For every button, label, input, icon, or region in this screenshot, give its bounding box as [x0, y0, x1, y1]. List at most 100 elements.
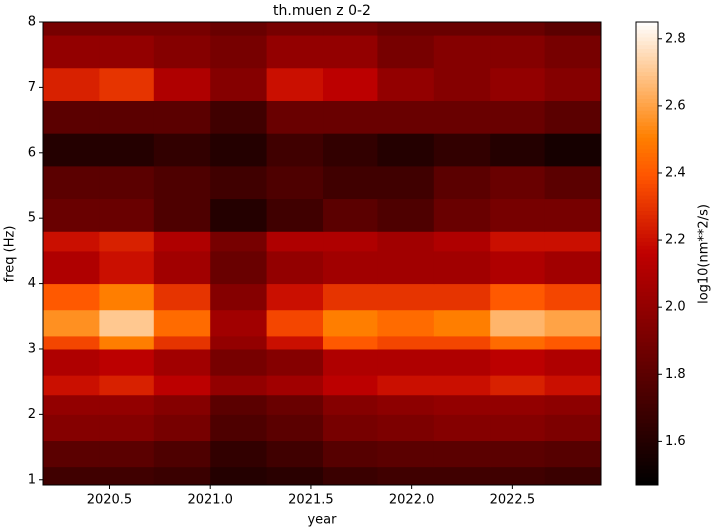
heat-cell [490, 414, 546, 442]
colorbar-step [636, 292, 658, 297]
colorbar-step [636, 126, 658, 131]
heat-cell [153, 466, 211, 486]
heat-cell [43, 348, 100, 376]
heat-cell [99, 283, 155, 311]
heat-cell [323, 440, 378, 468]
heat-cell [433, 440, 491, 468]
colorbar-step [636, 211, 658, 216]
colorbar-step [636, 122, 658, 127]
heat-cell [433, 35, 491, 69]
colorbar-step [636, 430, 658, 436]
heat-cell [323, 348, 378, 376]
heat-cell [266, 335, 324, 350]
colorbar-step [636, 91, 658, 96]
x-tick-label: 2021.0 [187, 493, 233, 508]
heat-cell [433, 250, 491, 285]
heat-cell [266, 165, 324, 200]
heat-cell [43, 335, 100, 350]
heat-cell [323, 283, 378, 311]
heat-cell [377, 250, 435, 285]
heat-cell [433, 394, 491, 415]
colorbar-step [636, 37, 658, 42]
heat-cell [266, 198, 324, 232]
heat-cell [99, 100, 155, 134]
heat-cell [43, 283, 100, 311]
colorbar-step [636, 176, 658, 181]
colorbar-step [636, 442, 658, 447]
heat-cell [43, 414, 100, 442]
heat-cell [323, 250, 378, 285]
heat-cell [266, 35, 324, 69]
heat-cell [490, 283, 546, 311]
colorbar-step [636, 99, 658, 104]
heat-cell [433, 309, 491, 337]
colorbar-step [636, 45, 658, 50]
colorbar-step [636, 168, 658, 173]
heat-cell [377, 394, 435, 415]
colorbar-step [636, 141, 658, 146]
colorbar-step [636, 68, 658, 73]
colorbar-step [636, 218, 658, 224]
heat-cell [210, 375, 268, 396]
colorbar-tick-label: 2.2 [665, 233, 686, 248]
colorbar-step [636, 330, 658, 336]
colorbar-step [636, 349, 658, 355]
heat-cell [210, 250, 268, 285]
heat-cell [323, 165, 378, 200]
colorbar-step [636, 438, 658, 444]
heat-cell [153, 309, 211, 337]
x-tick-label: 2022.0 [389, 493, 435, 508]
heat-cell [43, 100, 100, 134]
heat-cell [99, 67, 155, 101]
x-tick-label: 2022.5 [490, 493, 536, 508]
colorbar-step [636, 118, 658, 123]
heat-cell [43, 375, 100, 396]
colorbar-step [636, 160, 658, 166]
colorbar-step [636, 388, 658, 393]
colorbar-step [636, 187, 658, 193]
heat-cell [377, 198, 435, 232]
heat-cell [490, 348, 546, 376]
heat-cell [43, 35, 100, 69]
heat-cell [377, 375, 435, 396]
colorbar-step [636, 407, 658, 413]
heat-cell [490, 394, 546, 415]
y-tick-label: 3 [28, 341, 36, 356]
colorbar-step [636, 180, 658, 185]
heat-cell [210, 165, 268, 200]
heat-cell [266, 440, 324, 468]
colorbar-step [636, 423, 658, 428]
heat-cell [210, 133, 268, 167]
heat-cell [153, 394, 211, 415]
colorbar-tick-label: 2.4 [665, 165, 686, 180]
heat-cell [377, 440, 435, 468]
colorbar-step [636, 373, 658, 378]
colorbar-step [636, 299, 658, 305]
heat-cell [153, 165, 211, 200]
heat-cell [490, 440, 546, 468]
heat-cell [490, 100, 546, 134]
colorbar-tick-label: 1.6 [665, 434, 686, 449]
colorbar-step [636, 110, 658, 116]
colorbar-step [636, 315, 658, 320]
heat-cell [544, 394, 602, 415]
heat-cell [210, 67, 268, 101]
heat-cell [153, 283, 211, 311]
colorbar-tick-label: 2.6 [665, 98, 686, 113]
heat-cell [210, 440, 268, 468]
colorbar-step [636, 234, 658, 239]
heat-cell [99, 335, 155, 350]
colorbar-step [636, 157, 658, 162]
colorbar-tick-label: 2.0 [665, 300, 686, 315]
heat-cell [490, 466, 546, 486]
heat-cell [210, 198, 268, 232]
colorbar-step [636, 172, 658, 177]
colorbar-step [636, 257, 658, 262]
heat-cell [210, 348, 268, 376]
heat-cell [433, 414, 491, 442]
heat-cell [323, 375, 378, 396]
heat-cell [433, 231, 491, 252]
colorbar-step [636, 334, 658, 339]
colorbar-step [636, 230, 658, 235]
